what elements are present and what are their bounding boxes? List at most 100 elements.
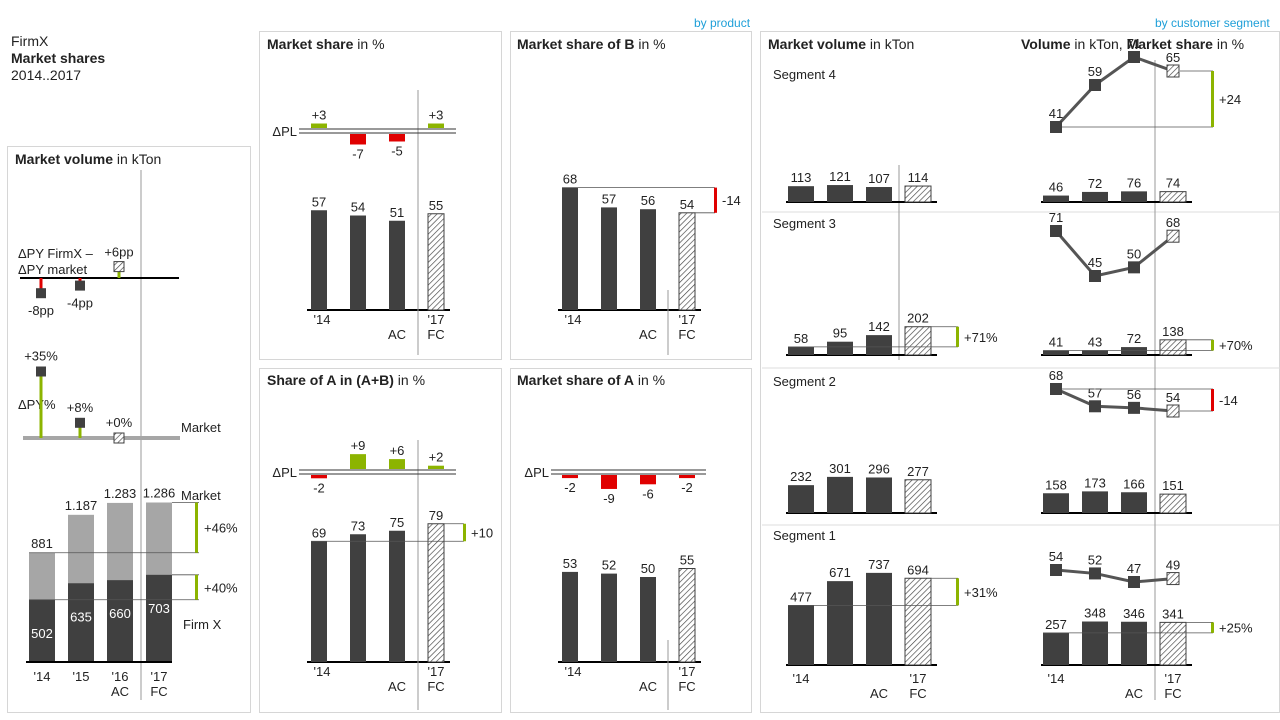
sha-bar [350,534,366,662]
firmx-variance-bar [195,574,198,600]
seg-vol-bar [827,476,853,513]
sha-fc-label: FC [427,679,444,694]
ms-bar [350,215,366,310]
sha-panel-title: Share of A in (A+B) in % [267,372,426,388]
seg-share-marker [1050,564,1062,576]
seg-share-value-label: 50 [1127,246,1141,261]
sha-variance-label: +10 [471,526,493,541]
seg-share-title: Volume in kTon, Market share in % [1021,36,1245,52]
seg-vol-value-label: 301 [829,461,851,476]
seg-vol-value-label: 671 [829,565,851,580]
seg-vol-bar [866,187,892,202]
sha-tick-label: '14 [314,664,331,679]
firmx-bar [146,574,172,662]
sha-dpl-bar [350,454,366,469]
msb-ac-label: AC [639,327,657,342]
sha-dpl-value-label: +9 [351,438,366,453]
seg-share-vol-variance-bar [1211,339,1214,351]
seg-vol-bar [904,185,932,203]
ms-dpl-bar [311,123,327,128]
panel-market-share-b [510,31,752,360]
seg-share-vol-bar [1082,621,1108,665]
seg-vol-bar [827,341,853,355]
seg-share-vol-value-label: 72 [1088,176,1102,191]
market-value-label: 1.286 [143,486,176,501]
dpy-pct-pin-head [36,366,46,377]
by-product-link[interactable]: by product [694,16,751,30]
msb-tick-label: '14 [565,312,582,327]
seg-vol-bar [788,346,814,355]
market-variance-bar [195,502,198,553]
dpy-pct-pin-label: +35% [24,349,58,364]
dpy-pin-head-fc [113,261,125,273]
msb-fc-label: FC [678,327,695,342]
seg-share-marker [1128,51,1140,63]
seg-vol-bar [866,572,892,665]
msb-variance-bar [714,187,717,213]
ms-dpl-bar [350,134,366,145]
market-bar-fc [146,502,172,575]
seg-share-vol-value-label: 158 [1045,477,1067,492]
ms-panel-title: Market share in % [267,36,385,52]
msa-value-label: 55 [680,553,694,568]
msb-value-label: 54 [680,197,694,212]
firmx-value-label: 660 [109,606,131,621]
dpy-pct-pin-head-fc [113,432,125,444]
seg-share-vol-value-label: 41 [1049,334,1063,349]
dpy-pin-label: -4pp [67,296,93,311]
seg-share-vol-variance-label: +70% [1219,338,1253,353]
msa-tick-label: '14 [565,664,582,679]
msa-ac-label: AC [639,679,657,694]
seg-share-line [1054,55,1174,129]
seg-share-marker [1050,121,1062,133]
sha-variance-bar [463,523,466,542]
msa-tick-label: '17 [679,664,696,679]
ms-value-label: 57 [312,194,326,209]
ms-dpl-label: ΔPL [272,124,297,139]
msa-dpl-bar [679,475,695,479]
seg-share-marker-fc [1166,229,1180,243]
market-value-label: 1.283 [104,486,137,501]
msa-panel-title: Market share of A in % [517,372,666,388]
left-tick-label: '15 [73,669,90,684]
seg-share-vol-value-label: 166 [1123,476,1145,491]
sha-dpl-value-label: +2 [429,450,444,465]
sha-value-label: 69 [312,525,326,540]
dpy-firmx-label: ΔPY FirmX – [18,246,93,261]
seg-vol-value-label: 114 [908,170,929,185]
seg-vol-bar [904,479,932,514]
seg-share-vol-bar [1159,621,1187,666]
sha-ac-label: AC [388,679,406,694]
seg-share-line [1055,387,1174,413]
seg-vol-value-label: 113 [791,170,812,185]
seg-share-variance-label: -14 [1219,393,1238,408]
seg-share-vol-bar [1121,621,1147,665]
seg-share-vol-value-label: 74 [1166,176,1180,191]
seg-share-variance-bar [1211,389,1214,411]
seg-share-marker [1089,400,1101,413]
sha-value-label: 79 [429,508,443,523]
market-value-label: 1.187 [65,498,98,513]
ms-dpl-value-label: +3 [312,108,327,123]
sha-dpl-bar [428,465,444,469]
msa-dpl-value-label: -2 [681,480,693,495]
left-tick-label: '17 [151,669,168,684]
seg-vol-ac-label: AC [870,686,888,701]
seg-share-value-label: 57 [1088,385,1102,400]
msb-value-label: 57 [602,191,616,206]
msa-bar [601,573,617,662]
by-customer-segment-link[interactable]: by customer segment [1155,16,1270,30]
msb-tick-label: '17 [679,312,696,327]
sha-bar [389,530,405,662]
msa-dpl-bar [562,475,578,479]
seg-vol-bar [866,477,892,513]
msa-dpl-value-label: -9 [603,491,615,506]
seg-vol-value-label: 277 [907,464,929,479]
seg-share-vol-variance-bar [1211,622,1214,633]
page-period: 2014..2017 [11,67,82,83]
msa-value-label: 50 [641,561,655,576]
msa-value-label: 52 [602,558,616,573]
dpy-pin-label: +6pp [104,245,133,260]
ms-dpl-bar [428,123,444,128]
seg-share-marker [1089,567,1101,580]
